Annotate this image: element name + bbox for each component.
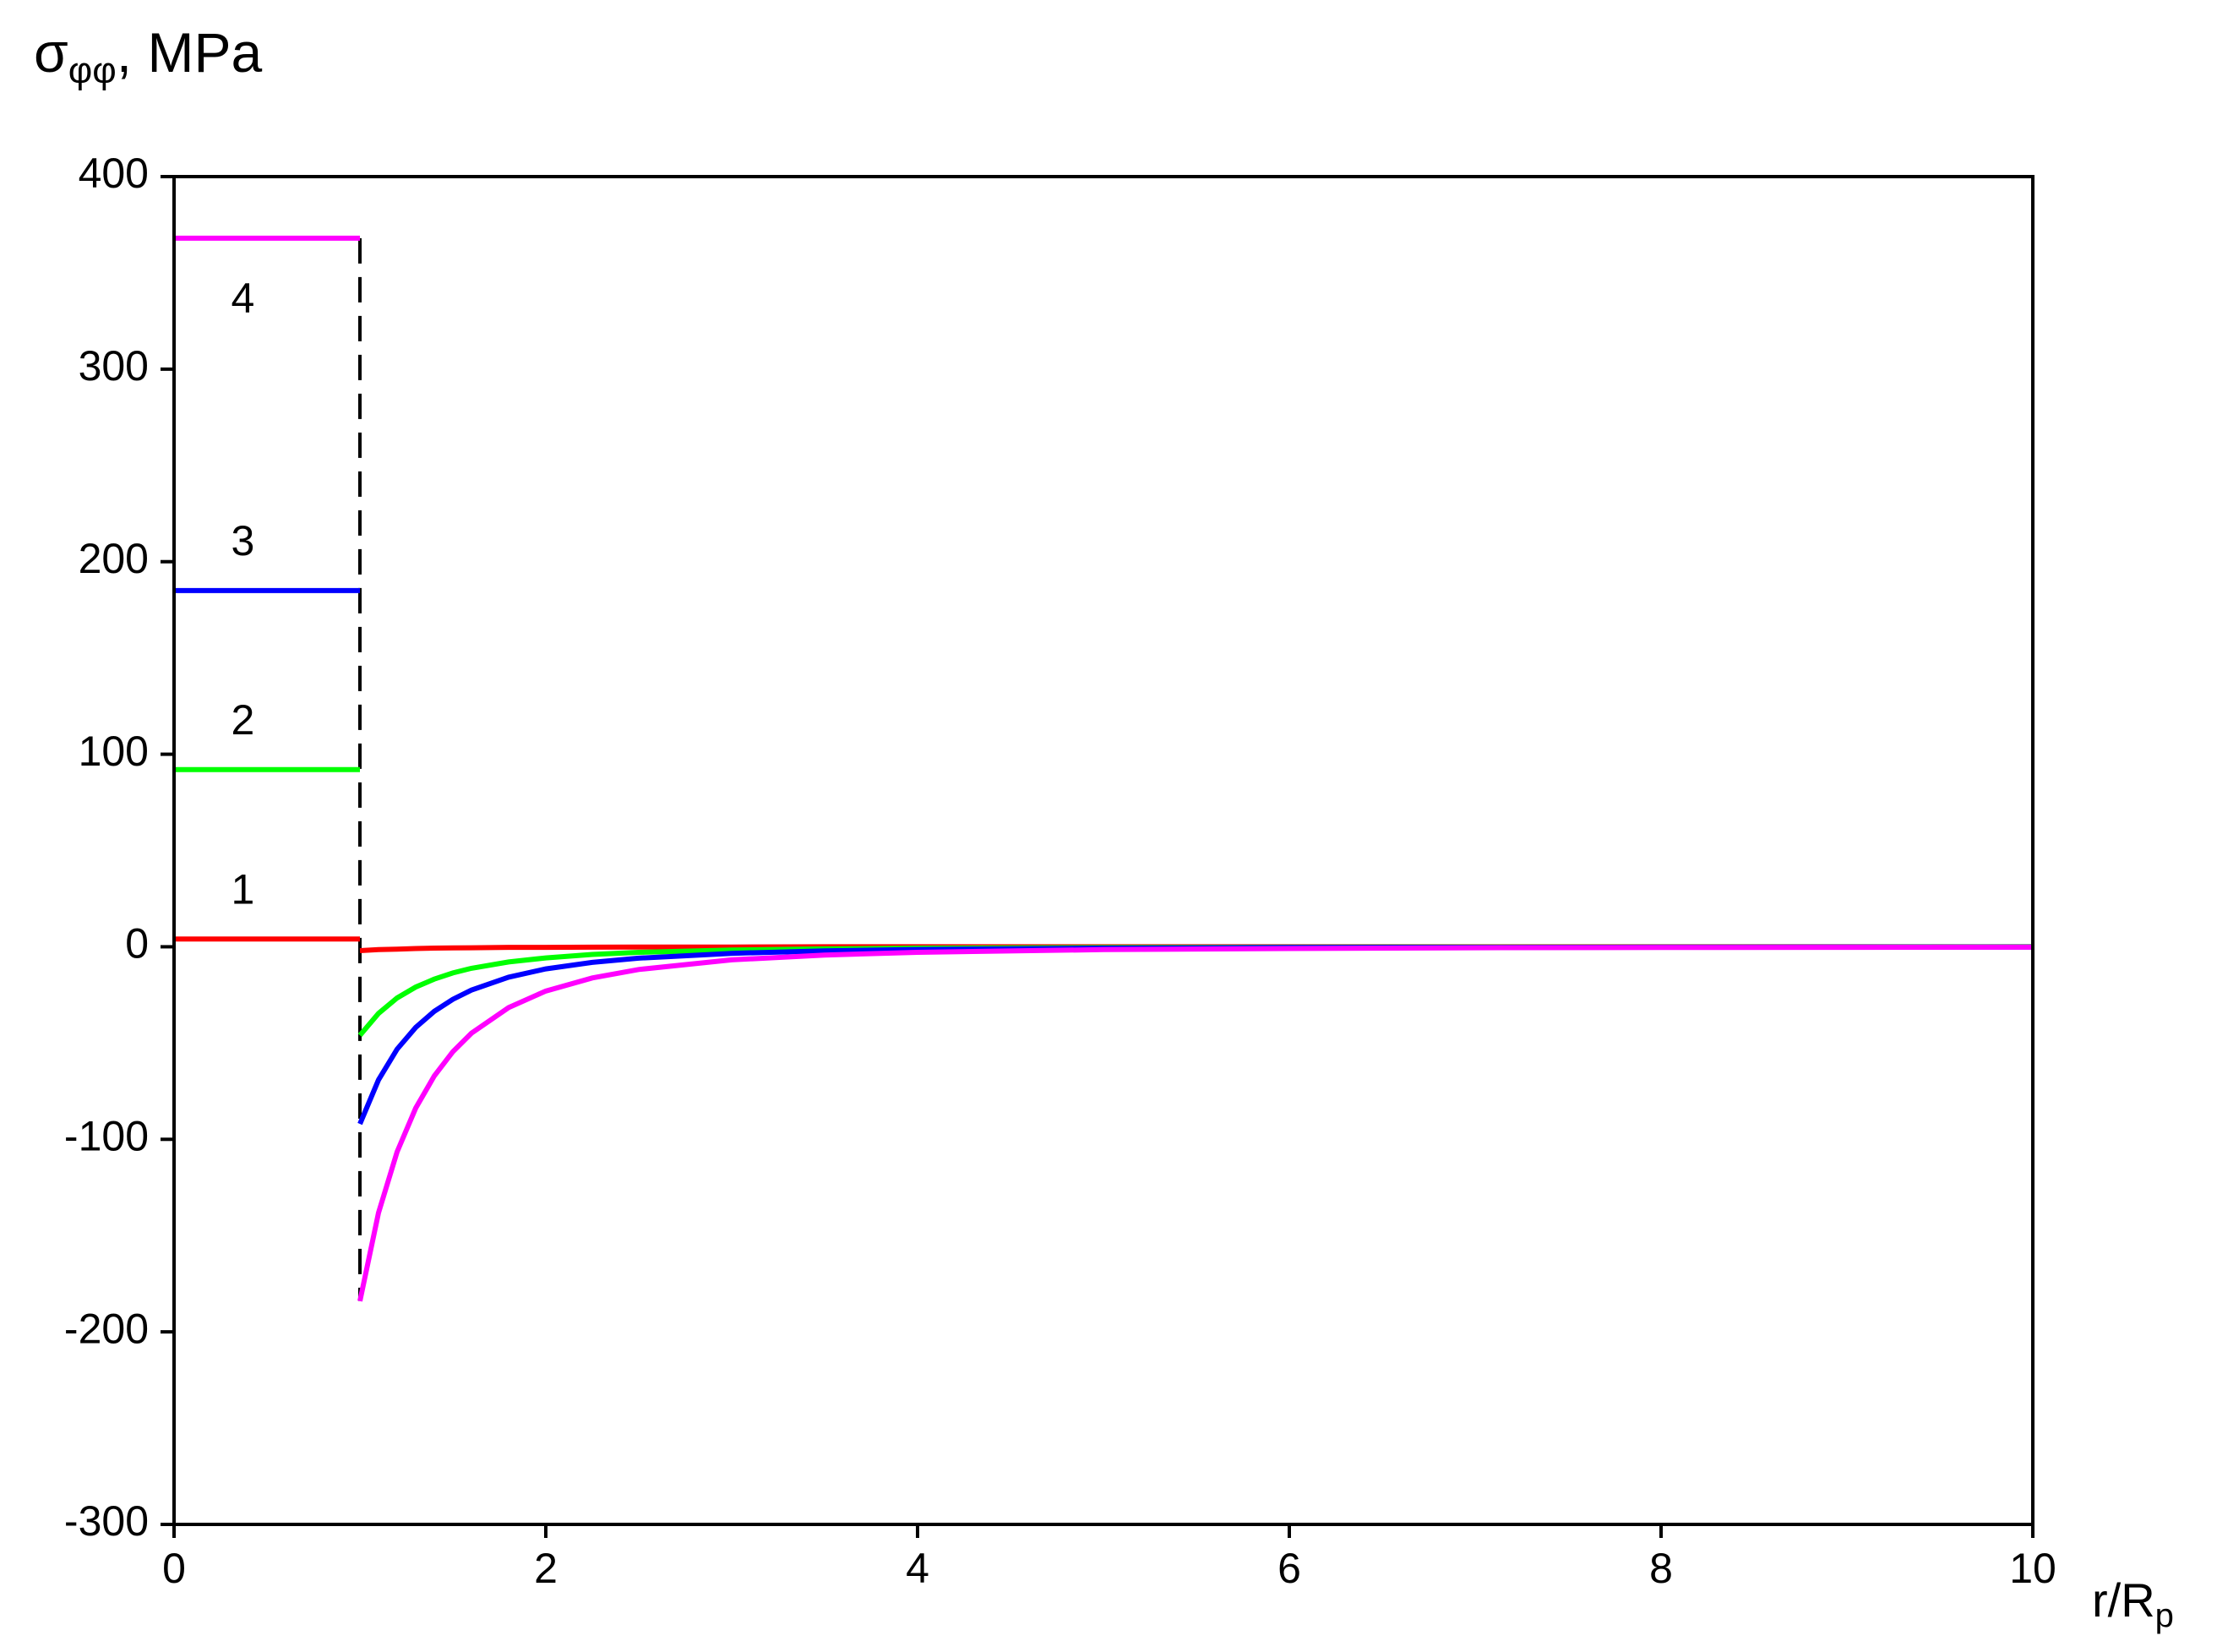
x-tick-label: 4 <box>906 1545 929 1592</box>
y-tick-label: -100 <box>64 1112 149 1159</box>
y-axis-label: σφφ, MPa <box>34 21 262 90</box>
y-tick-label: 200 <box>79 535 149 582</box>
series-label: 3 <box>231 517 254 564</box>
y-tick-label: 400 <box>79 150 149 197</box>
y-label-unit: , MPa <box>117 21 263 84</box>
series-line <box>174 235 2034 1302</box>
series-label: 1 <box>231 866 254 913</box>
plot-frame <box>172 175 2035 1526</box>
x-tick-label: 10 <box>2009 1545 2056 1592</box>
y-tick-label: -300 <box>64 1497 149 1545</box>
x-tick-label: 8 <box>1649 1545 1673 1592</box>
x-label-main: r/R <box>2092 1573 2155 1627</box>
series-label: 4 <box>231 275 254 322</box>
series-label: 2 <box>231 696 254 744</box>
y-label-subscript: φφ <box>68 50 117 91</box>
y-label-symbol: σ <box>34 21 68 84</box>
x-tick-label: 6 <box>1277 1545 1301 1592</box>
y-tick-label: -200 <box>64 1305 149 1352</box>
x-axis-label: r/Rp <box>2092 1573 2174 1634</box>
x-tick-label: 0 <box>162 1545 186 1592</box>
y-tick-label: 300 <box>79 342 149 390</box>
y-tick-label: 100 <box>79 728 149 775</box>
x-label-subscript: p <box>2155 1597 2174 1634</box>
y-tick-label: 0 <box>125 920 149 968</box>
x-tick-label: 2 <box>534 1545 558 1592</box>
